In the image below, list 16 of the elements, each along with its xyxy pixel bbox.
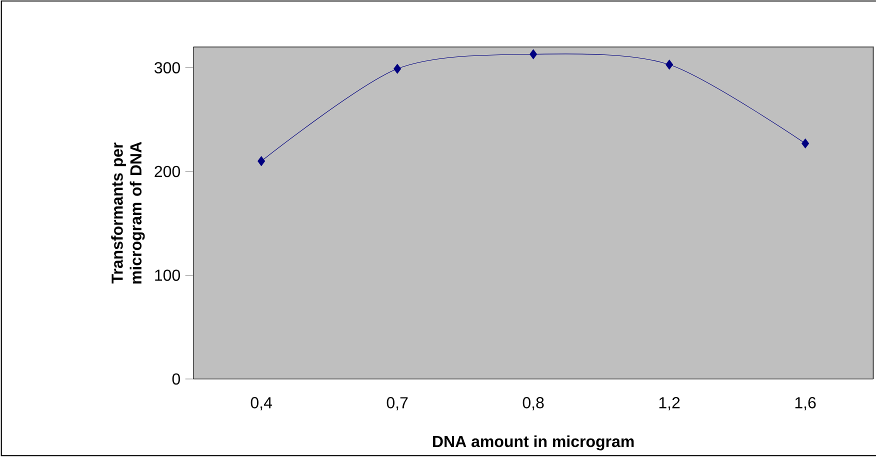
y-tick-label: 0 bbox=[172, 373, 180, 385]
y-tick-label: 200 bbox=[154, 166, 180, 178]
x-tick-label: 1,2 bbox=[659, 397, 680, 410]
y-tick-label: 300 bbox=[154, 62, 180, 74]
x-tick-label: 1,6 bbox=[795, 397, 816, 410]
point bbox=[802, 138, 810, 148]
y-tick-label: 100 bbox=[155, 270, 180, 281]
point bbox=[394, 64, 402, 74]
y-axis-title: Transformants per microgram of DNA bbox=[111, 142, 145, 284]
point bbox=[258, 156, 266, 166]
x-tick-label: 0,8 bbox=[522, 397, 544, 410]
x-axis-title: DNA amount in microgram bbox=[433, 435, 634, 450]
point bbox=[530, 49, 538, 60]
x-tick-label: 0,7 bbox=[386, 397, 408, 410]
point bbox=[666, 60, 674, 70]
x-tick-label: 0,4 bbox=[250, 397, 272, 410]
